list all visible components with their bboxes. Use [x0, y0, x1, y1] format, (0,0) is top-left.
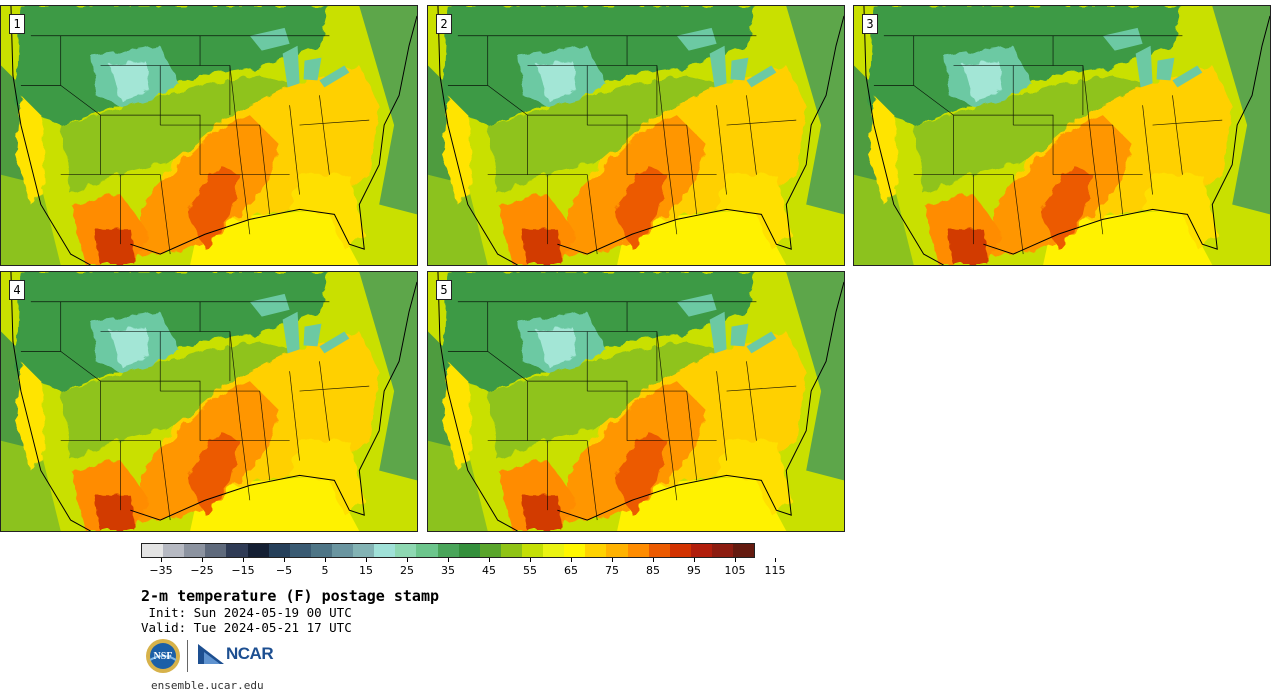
colorbar-tick [571, 558, 572, 562]
ensemble-member-panel-3: 3 [853, 5, 1271, 266]
colorbar-tick [448, 558, 449, 562]
colorbar-tick-label: 35 [441, 564, 455, 577]
colorbar-swatch [247, 544, 269, 557]
colorbar-tick-label: 75 [605, 564, 619, 577]
colorbar-swatch [226, 544, 248, 557]
member-label: 3 [862, 14, 878, 34]
temperature-map [428, 6, 844, 265]
colorbar-swatch [648, 544, 670, 557]
colorbar-tick [612, 558, 613, 562]
colorbar-tick-label: 15 [359, 564, 373, 577]
nsf-logo-icon: NSF [146, 639, 180, 673]
colorbar-swatch [205, 544, 227, 557]
colorbar-tick [243, 558, 244, 562]
colorbar-tick [653, 558, 654, 562]
colorbar-swatch [690, 544, 712, 557]
colorbar-tick [530, 558, 531, 562]
colorbar-tick-label: −5 [275, 564, 293, 577]
temperature-map [1, 6, 417, 265]
colorbar-tick [161, 558, 162, 562]
ensemble-member-panel-1: 1 [0, 5, 418, 266]
colorbar-tick [407, 558, 408, 562]
temperature-map [1, 272, 417, 531]
colorbar-tick [284, 558, 285, 562]
colorbar-swatch [331, 544, 354, 557]
colorbar-swatch [395, 544, 417, 557]
colorbar-swatch [416, 544, 438, 557]
ensemble-member-panel-2: 2 [427, 5, 845, 266]
ncar-logo: NCAR [198, 643, 274, 665]
nsf-logo-text: NSF [154, 651, 173, 662]
colorbar-swatch [627, 544, 649, 557]
colorbar-tick-label: 115 [764, 564, 786, 577]
colorbar-tick [694, 558, 695, 562]
colorbar-swatch [711, 544, 734, 557]
valid-time: Valid: Tue 2024-05-21 17 UTC [141, 620, 352, 635]
colorbar-swatch [289, 544, 311, 557]
colorbar-tick-label: −35 [149, 564, 173, 577]
colorbar-tick [325, 558, 326, 562]
logo-divider [187, 640, 188, 672]
colorbar-swatch [564, 544, 586, 557]
colorbar-swatch [310, 544, 332, 557]
colorbar-tick-label: 55 [523, 564, 537, 577]
colorbar-swatch [669, 544, 691, 557]
colorbar-tick [735, 558, 736, 562]
colorbar-swatch [543, 544, 565, 557]
colorbar-tick [775, 558, 776, 562]
colorbar-swatch [458, 544, 480, 557]
colorbar-swatch [606, 544, 628, 557]
ensemble-member-panel-5: 5 [427, 271, 845, 532]
member-label: 5 [436, 280, 452, 300]
colorbar-swatch [353, 544, 375, 557]
init-time: Init: Sun 2024-05-19 00 UTC [141, 605, 352, 620]
colorbar-tick-label: 5 [321, 564, 329, 577]
colorbar-swatch [142, 544, 164, 557]
colorbar-swatch [585, 544, 607, 557]
colorbar-tick-label: 25 [400, 564, 414, 577]
colorbar-tick-label: 85 [646, 564, 660, 577]
colorbar-swatch [479, 544, 501, 557]
colorbar-tick-label: 45 [482, 564, 496, 577]
colorbar-tick-label: 95 [687, 564, 701, 577]
ncar-mark-icon [198, 644, 224, 664]
temperature-colorbar [141, 543, 755, 558]
colorbar-tick-label: 65 [564, 564, 578, 577]
colorbar-tick-label: 105 [724, 564, 746, 577]
member-label: 4 [9, 280, 25, 300]
temperature-map [854, 6, 1270, 265]
colorbar-tick-label: −25 [190, 564, 214, 577]
member-label: 2 [436, 14, 452, 34]
temperature-map [428, 272, 844, 531]
ensemble-member-panel-4: 4 [0, 271, 418, 532]
colorbar-swatch [163, 544, 185, 557]
ncar-logo-text: NCAR [226, 644, 274, 663]
colorbar-swatch [184, 544, 206, 557]
colorbar-swatch [374, 544, 396, 557]
member-label: 1 [9, 14, 25, 34]
map-title: 2-m temperature (F) postage stamp [141, 587, 440, 605]
colorbar-swatch [268, 544, 290, 557]
colorbar-tick-label: −15 [231, 564, 255, 577]
footer-url: ensemble.ucar.edu [151, 679, 264, 692]
colorbar-ticks: −35 −25 −15 −5 5 15 25 35 45 55 65 75 85 95 105 115 [141, 558, 786, 578]
colorbar-tick [202, 558, 203, 562]
colorbar-swatch [521, 544, 544, 557]
colorbar-swatch [437, 544, 459, 557]
colorbar-swatch [500, 544, 522, 557]
colorbar-swatch [733, 544, 755, 557]
colorbar-tick [366, 558, 367, 562]
colorbar-tick [489, 558, 490, 562]
